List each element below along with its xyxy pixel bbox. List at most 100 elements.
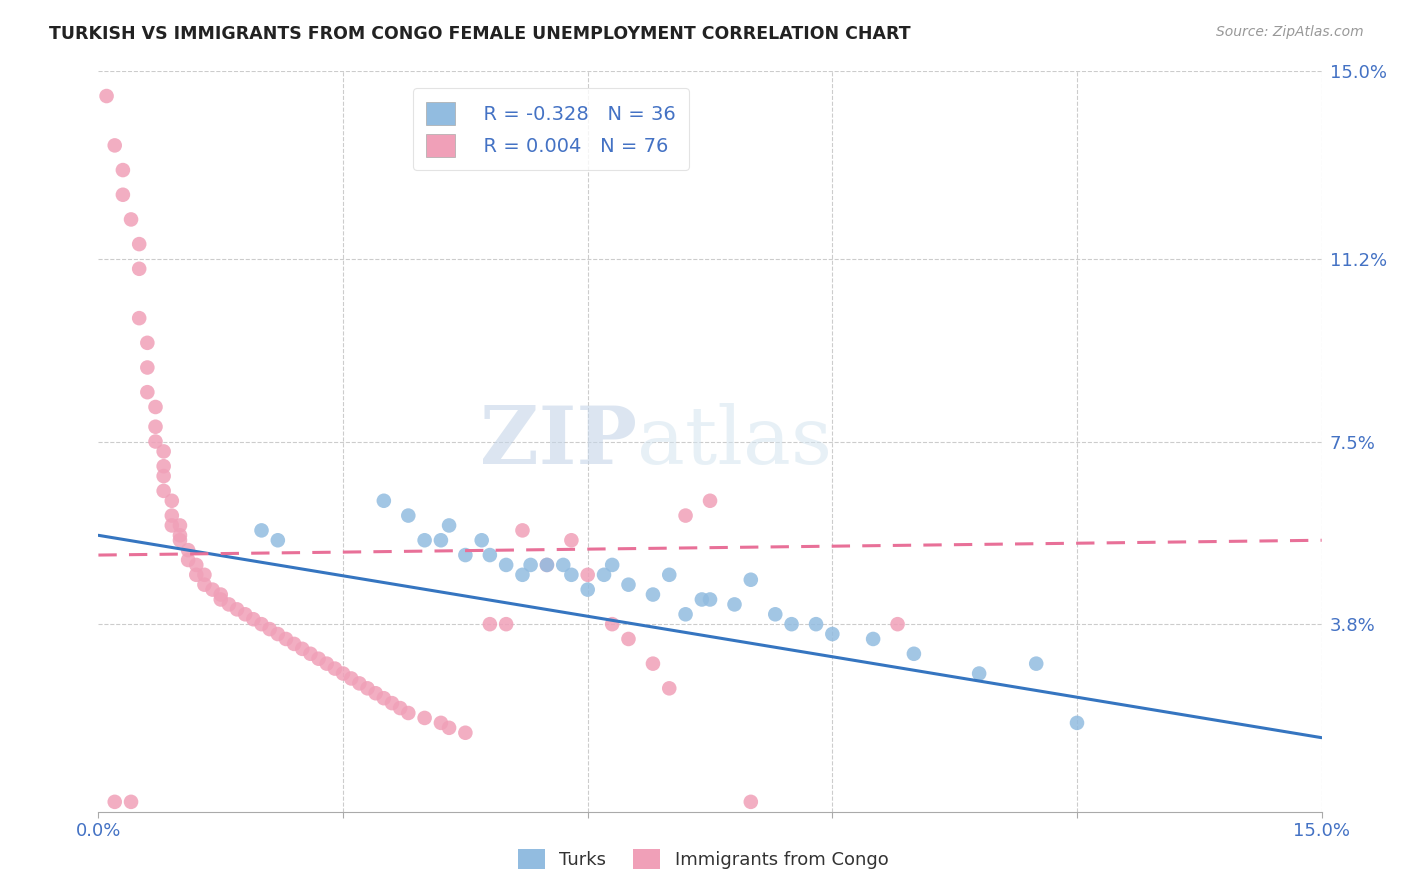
Point <box>437 518 460 533</box>
Point <box>349 676 371 690</box>
Point <box>821 627 844 641</box>
Point <box>169 528 191 542</box>
Point <box>576 582 599 597</box>
Text: ZIP: ZIP <box>479 402 637 481</box>
Point <box>136 360 159 375</box>
Point <box>120 212 142 227</box>
Point <box>658 567 681 582</box>
Point <box>111 163 134 178</box>
Point <box>267 627 290 641</box>
Point <box>128 237 150 252</box>
Point <box>120 795 142 809</box>
Point <box>364 686 387 700</box>
Point <box>576 567 599 582</box>
Point <box>308 651 330 665</box>
Text: Source: ZipAtlas.com: Source: ZipAtlas.com <box>1216 25 1364 39</box>
Point <box>886 617 908 632</box>
Point <box>690 592 713 607</box>
Point <box>478 548 501 562</box>
Point <box>145 419 167 434</box>
Point <box>233 607 256 622</box>
Point <box>723 598 745 612</box>
Point <box>274 632 297 646</box>
Point <box>323 662 346 676</box>
Point <box>218 598 240 612</box>
Point <box>389 701 412 715</box>
Point <box>780 617 803 632</box>
Point <box>128 261 150 276</box>
Point <box>145 400 167 414</box>
Point <box>104 795 127 809</box>
Point <box>699 592 721 607</box>
Point <box>104 138 127 153</box>
Point <box>201 582 224 597</box>
Point <box>1066 715 1088 730</box>
Point <box>111 187 134 202</box>
Point <box>967 666 990 681</box>
Point <box>740 795 762 809</box>
Point <box>250 524 273 538</box>
Point <box>152 483 174 498</box>
Point <box>413 533 436 548</box>
Point <box>160 493 183 508</box>
Point <box>267 533 290 548</box>
Point <box>804 617 827 632</box>
Point <box>593 567 616 582</box>
Point <box>396 706 419 720</box>
Point <box>519 558 541 572</box>
Point <box>291 641 314 656</box>
Point <box>675 508 697 523</box>
Point <box>209 588 232 602</box>
Point <box>658 681 681 696</box>
Point <box>242 612 264 626</box>
Point <box>136 385 159 400</box>
Point <box>96 89 118 103</box>
Point <box>209 592 232 607</box>
Point <box>160 518 183 533</box>
Point <box>617 632 640 646</box>
Point <box>145 434 167 449</box>
Point <box>430 715 453 730</box>
Point <box>250 617 273 632</box>
Point <box>495 558 517 572</box>
Point <box>536 558 558 572</box>
Point <box>641 657 664 671</box>
Point <box>259 622 281 636</box>
Point <box>373 691 395 706</box>
Point <box>600 617 623 632</box>
Point <box>177 543 200 558</box>
Point <box>128 311 150 326</box>
Point <box>553 558 575 572</box>
Point <box>437 721 460 735</box>
Point <box>560 567 582 582</box>
Point <box>536 558 558 572</box>
Point <box>763 607 786 622</box>
Point <box>495 617 517 632</box>
Point <box>177 553 200 567</box>
Point <box>226 602 249 616</box>
Point <box>617 577 640 591</box>
Point <box>136 335 159 350</box>
Point <box>430 533 453 548</box>
Point <box>862 632 884 646</box>
Text: atlas: atlas <box>637 402 832 481</box>
Point <box>169 533 191 548</box>
Point <box>740 573 762 587</box>
Point <box>315 657 337 671</box>
Point <box>193 567 215 582</box>
Point <box>152 459 174 474</box>
Point <box>699 493 721 508</box>
Point <box>169 518 191 533</box>
Point <box>381 696 404 710</box>
Point <box>396 508 419 523</box>
Point <box>299 647 322 661</box>
Point <box>186 558 208 572</box>
Point <box>152 444 174 458</box>
Point <box>512 567 534 582</box>
Point <box>512 524 534 538</box>
Point <box>413 711 436 725</box>
Point <box>903 647 925 661</box>
Point <box>193 577 215 591</box>
Point <box>332 666 354 681</box>
Point <box>560 533 582 548</box>
